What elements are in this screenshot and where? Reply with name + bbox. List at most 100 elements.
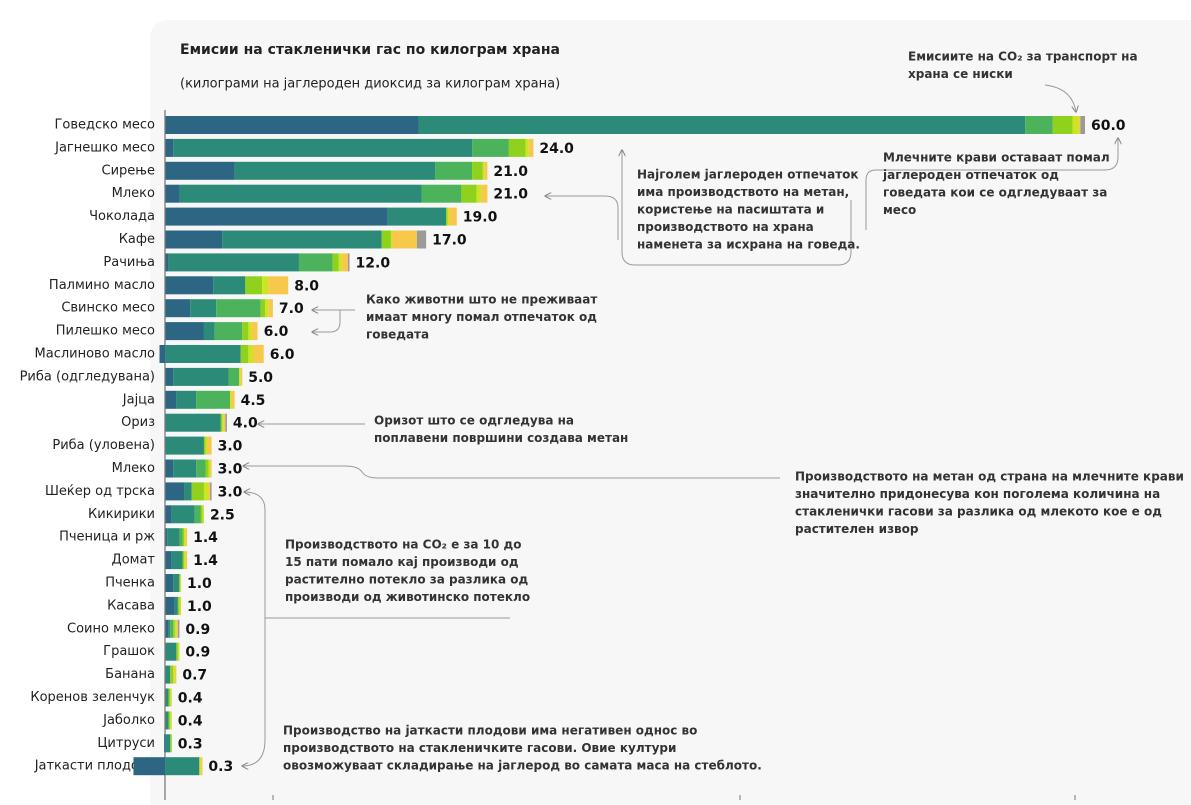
total-label: 6.0 [270,347,295,363]
bar-segment [347,253,350,272]
bar-segment [165,482,185,501]
bar-segment [177,642,180,661]
category-label: Грашок [103,644,155,659]
total-label: 8.0 [294,278,319,294]
category-label: Кафе [119,232,155,247]
annotation: Емисиите на CO₂ за транспорт на [908,50,1138,64]
bar-segment [174,596,178,615]
category-label: Ориз [121,415,155,430]
bar-segment [234,161,436,180]
bar-segment [225,413,227,432]
bar-segment [476,184,482,203]
bar-segment [171,505,195,524]
bar-segment [168,253,299,272]
category-label: Палмино масло [49,278,155,293]
total-label: 60.0 [1091,118,1126,134]
bar-segment [525,138,529,157]
annotation: месо [883,203,916,217]
bar-segment [203,482,209,501]
category-label: Домат [112,553,156,568]
bar-segment [182,528,185,547]
bar-segment [165,665,171,684]
annotation: говедата [366,328,429,342]
bar-segment [165,345,241,363]
bar-segment [165,642,177,661]
annotation: 15 пати помало кај производи од [285,555,519,569]
bar-segment [165,596,175,615]
annotation: растителен извор [795,522,919,536]
bar-segment [207,436,212,455]
bar-segment [179,528,183,547]
bar-segment [179,184,422,203]
bar-segment [228,367,240,386]
connector [865,138,1118,230]
bar-segment [202,505,204,524]
category-label: Млеко [112,461,155,476]
connector [1044,84,1076,112]
bar-segment [165,138,174,157]
category-label: Маслиново масло [35,347,156,362]
bar-segment [184,551,186,570]
annotation: јаглероден отпечаток од [882,168,1059,182]
total-label: 4.0 [233,416,258,432]
category-label: Риба (уловена) [52,438,155,453]
bar-segment [220,413,223,432]
bar-segment [481,184,488,203]
category-label: Говедско месо [54,118,155,133]
total-label: 0.9 [185,645,210,661]
category-label: Коренов зеленчук [30,690,155,705]
annotation: Производството на CO₂ е за 10 до [285,538,521,552]
bar-segment [165,322,204,341]
category-label: Јаболко [102,713,155,728]
total-label: 17.0 [432,233,467,249]
bar-segment [174,665,177,684]
connector [312,310,355,333]
bar-segment [200,757,203,776]
bar-segment [185,528,188,547]
bar-segment [240,345,249,363]
bar-segment [1080,116,1085,134]
connector [242,492,266,766]
bar-segment [265,299,269,318]
total-label: 1.4 [193,530,218,546]
bar-segment [168,619,171,638]
bar-segment [392,230,417,249]
category-label: Чоколада [89,209,155,224]
bar-segment [133,757,166,776]
bar-segment [165,390,177,409]
total-label: 3.0 [218,462,243,478]
annotation: значително придонесува кон поголема коли… [795,487,1160,501]
total-label: 0.3 [208,759,233,775]
total-label: 21.0 [493,164,528,180]
bar-segment [170,619,174,638]
category-label: Шеќер од трска [45,484,155,499]
bar-segment [179,574,181,592]
bar-segment [165,734,171,753]
bar-segment [484,161,488,180]
bar-segment [165,367,174,386]
bar-segment [381,230,391,249]
bar-segment [245,276,263,295]
bar-segment [165,299,191,318]
bar-segment [165,505,172,524]
bar-segment [203,436,206,455]
category-label: Млеко [112,186,155,201]
bar-segment [165,757,200,776]
annotation: производството на храна [637,220,814,234]
category-label: Свинско месо [61,301,155,316]
bar-segment [165,253,169,272]
bar-segment [528,138,534,157]
bar-segment [203,322,215,341]
bar-segment [173,138,473,157]
bar-segment [210,459,212,478]
bar-segment [421,184,462,203]
annotation: растително потекло за разлика од [285,573,529,587]
bar-segment [167,528,180,547]
category-label: Кикирики [88,507,155,522]
bar-segment [165,207,388,226]
total-label: 21.0 [493,187,528,203]
bar-segment [173,367,229,386]
bar-segment [171,551,183,570]
category-label: Јагнешко месо [54,140,155,155]
bar-segment [165,276,214,295]
